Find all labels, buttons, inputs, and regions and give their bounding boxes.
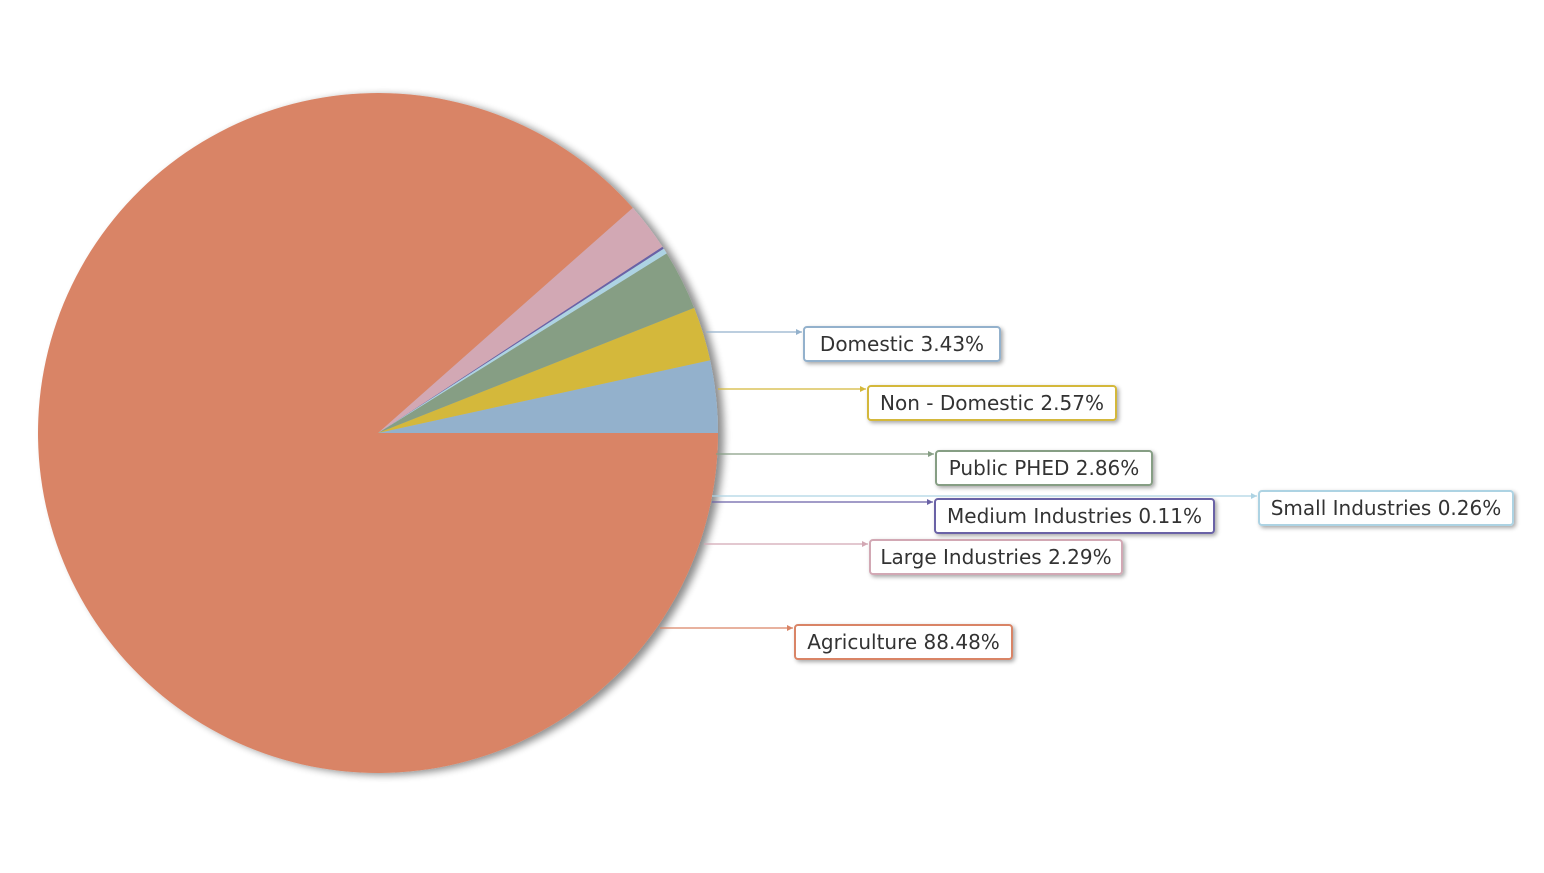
callout-large-industries: Large Industries 2.29%	[869, 539, 1123, 575]
callout-public-phed: Public PHED 2.86%	[935, 450, 1153, 486]
leader-arrow-non-domestic	[860, 386, 866, 392]
data-label-large-industries: Large Industries 2.29%	[880, 545, 1111, 569]
callout-small-industries: Small Industries 0.26%	[1258, 490, 1514, 526]
data-label-non-domestic: Non - Domestic 2.57%	[880, 391, 1104, 415]
pie-slice-public-phed	[378, 253, 695, 433]
leader-arrow-domestic	[796, 329, 802, 335]
leader-arrow-small-industries	[1251, 493, 1257, 499]
callout-box-large-industries	[869, 539, 1123, 575]
pie-slice-agriculture	[38, 92, 719, 773]
callout-box-agriculture	[794, 624, 1013, 660]
callout-box-medium-industries	[934, 498, 1215, 534]
leader-arrow-medium-industries	[927, 499, 933, 505]
leader-arrow-agriculture	[787, 625, 793, 631]
data-label-agriculture: Agriculture 88.48%	[807, 630, 1000, 654]
pie-slice-large-industries	[378, 207, 663, 433]
callout-non-domestic: Non - Domestic 2.57%	[867, 385, 1117, 421]
leader-arrow-public-phed	[928, 451, 934, 457]
callout-box-non-domestic	[867, 385, 1117, 421]
leader-arrow-large-industries	[862, 541, 868, 547]
pie-slices	[38, 92, 719, 773]
data-label-small-industries: Small Industries 0.26%	[1271, 496, 1502, 520]
data-label-medium-industries: Medium Industries 0.11%	[947, 504, 1202, 528]
callout-medium-industries: Medium Industries 0.11%	[934, 498, 1215, 534]
data-label-public-phed: Public PHED 2.86%	[949, 456, 1140, 480]
data-label-domestic: Domestic 3.43%	[820, 332, 984, 356]
callout-box-domestic	[803, 326, 1001, 362]
pie-slice-non-domestic	[378, 307, 711, 433]
callout-box-small-industries	[1258, 490, 1514, 526]
callout-domestic: Domestic 3.43%	[803, 326, 1001, 362]
callout-box-public-phed	[935, 450, 1153, 486]
pie-slice-domestic	[378, 360, 718, 433]
callout-labels: Domestic 3.43% Non - Domestic 2.57% Public…	[660, 326, 1514, 660]
pie-slice-small-industries	[378, 248, 667, 433]
pie-slice-medium-industries	[378, 246, 664, 433]
callout-agriculture: Agriculture 88.48%	[794, 624, 1013, 660]
